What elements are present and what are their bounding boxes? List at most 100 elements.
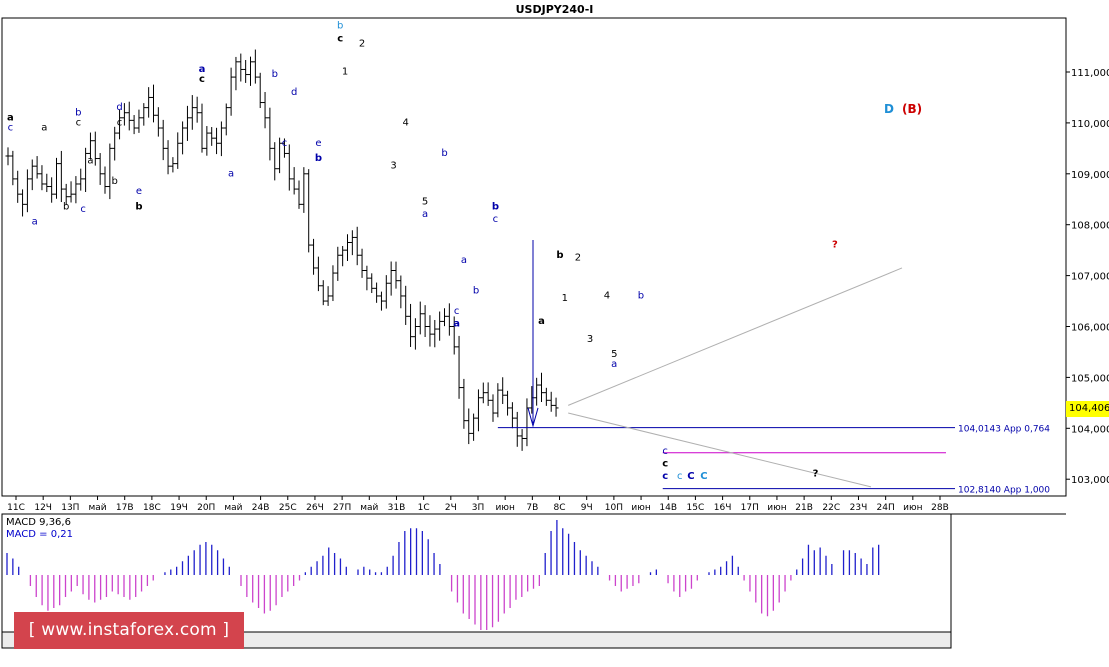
xtick-label: июн — [631, 503, 650, 513]
level-label: 102,8140 Арр 1,000 — [958, 486, 1050, 496]
xtick-label: 10П — [605, 503, 623, 513]
legend-d: D — [884, 102, 894, 116]
xtick-label: 28В — [931, 503, 949, 513]
xtick-label: 8С — [554, 503, 566, 513]
chart-title: USDJPY240-I — [515, 3, 594, 16]
projection-up — [567, 267, 903, 406]
xtick-label: 21В — [795, 503, 813, 513]
wave-label: c — [454, 306, 460, 317]
wave-label: c — [80, 204, 86, 215]
last-price-tag: 104,406 — [1066, 401, 1109, 417]
wave-label: 5 — [611, 349, 617, 360]
wave-label: 4 — [403, 117, 409, 128]
xtick-label: 25С — [279, 503, 297, 513]
wave-label: c — [493, 214, 499, 225]
wave-label: a — [7, 112, 14, 123]
xtick-label: май — [88, 503, 106, 513]
wave-label: ? — [832, 240, 838, 251]
macd-label: MACD 9,36,6 MACD = 0,21 — [6, 517, 73, 541]
wave-label: c — [76, 117, 82, 128]
xtick-label: 11С — [7, 503, 25, 513]
xtick-label: 18С — [143, 503, 161, 513]
xtick-label: 15С — [687, 503, 705, 513]
wave-label: c — [199, 74, 205, 85]
wave-label: a — [611, 359, 617, 370]
wave-label: 5 — [422, 196, 428, 207]
xtick-label: 31В — [388, 503, 406, 513]
watermark[interactable]: [ www.instaforex.com ] — [14, 612, 244, 649]
wave-label: b — [75, 107, 81, 118]
xtick-label: 17В — [116, 503, 134, 513]
wave-label: a — [461, 255, 467, 266]
wave-label: c — [662, 458, 668, 469]
wave-label: a — [87, 156, 93, 167]
wave-label: e — [315, 138, 321, 149]
ytick-label: 103,000 — [1071, 475, 1109, 486]
wave-label: d — [291, 87, 297, 98]
wave-label: 4 — [604, 291, 610, 302]
wave-label: 2 — [575, 252, 581, 263]
xtick-label: 1С — [418, 503, 430, 513]
wave-label: a — [228, 168, 234, 179]
xtick-label: 7В — [526, 503, 538, 513]
xtick-label: 26Ч — [306, 503, 324, 513]
xtick-label: май — [224, 503, 242, 513]
ytick-label: 111,000 — [1071, 68, 1109, 79]
wave-label: a — [199, 64, 206, 75]
wave-label: c — [662, 446, 668, 457]
xtick-label: 17П — [741, 503, 759, 513]
wave-label: b — [638, 291, 644, 302]
xtick-label: 24В — [252, 503, 270, 513]
xtick-label: 22С — [822, 503, 840, 513]
ytick-label: 110,000 — [1071, 119, 1109, 130]
wave-label: b — [135, 201, 142, 212]
legend-b: (B) — [902, 102, 922, 116]
xtick-label: 20П — [197, 503, 215, 513]
wave-label: b — [315, 153, 322, 164]
wave-label: d — [116, 102, 122, 113]
wave-label: 1 — [342, 67, 348, 78]
wave-label: c — [117, 117, 123, 128]
macd-value: MACD = 0,21 — [6, 529, 73, 540]
xtick-label: 9Ч — [581, 503, 593, 513]
ytick-label: 105,000 — [1071, 373, 1109, 384]
wave-label: a — [453, 319, 460, 330]
wave-label: C — [700, 471, 707, 482]
wave-label: b — [492, 201, 499, 212]
xtick-label: 14В — [659, 503, 677, 513]
wave-label: a — [422, 209, 428, 220]
xtick-label: 12Ч — [34, 503, 52, 513]
wave-label: c — [8, 123, 14, 134]
ytick-label: 107,000 — [1071, 272, 1109, 283]
xtick-label: 3П — [472, 503, 485, 513]
xtick-label: 13П — [61, 503, 79, 513]
wave-label: b — [473, 285, 479, 296]
wave-label: b — [112, 176, 118, 187]
wave-label: a — [41, 123, 47, 134]
ytick-label: 104,000 — [1071, 424, 1109, 435]
wave-label: 3 — [587, 334, 593, 345]
wave-label: 1 — [562, 293, 568, 304]
wave-label: b — [556, 250, 563, 261]
target-arrow-head — [527, 407, 539, 428]
xtick-label: 16Ч — [714, 503, 732, 513]
ytick-label: 108,000 — [1071, 221, 1109, 232]
ytick-label: 109,000 — [1071, 170, 1109, 181]
wave-label: c — [677, 471, 683, 482]
wave-label: a — [538, 316, 545, 327]
macd-title: MACD 9,36,6 — [6, 517, 71, 528]
wave-label: c — [662, 471, 668, 482]
wave-label: b — [272, 69, 278, 80]
xtick-label: 27П — [333, 503, 351, 513]
xtick-label: май — [360, 503, 378, 513]
wave-label: 2 — [359, 39, 365, 50]
xtick-label: июн — [903, 503, 922, 513]
wave-label: b — [63, 201, 69, 212]
xtick-label: июн — [496, 503, 515, 513]
projection-down — [568, 412, 872, 488]
xtick-label: июн — [767, 503, 786, 513]
wave-label: c — [282, 138, 288, 149]
wave-label: a — [32, 217, 38, 228]
